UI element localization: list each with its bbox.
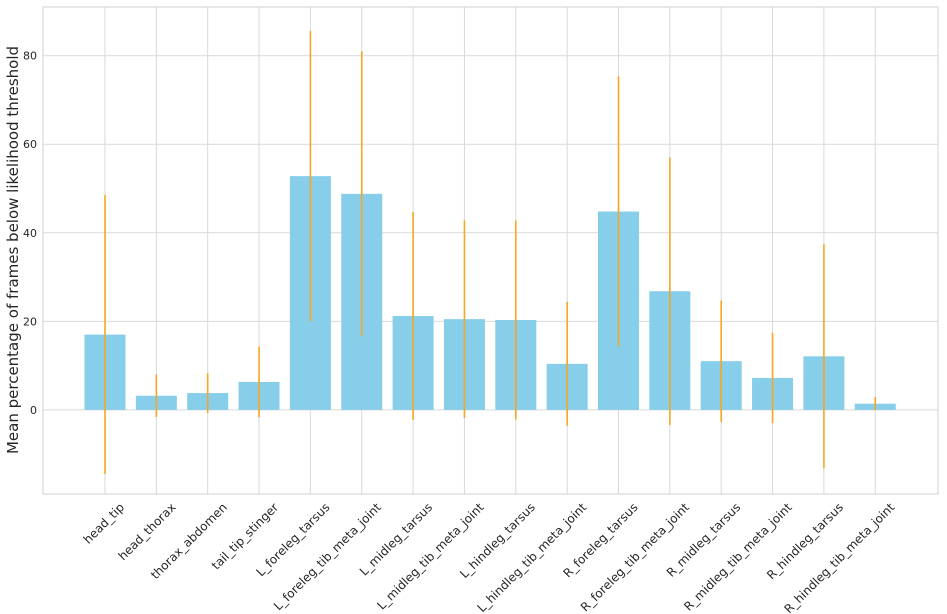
x-tick-label: L_hindleg_tib_meta_joint [475, 500, 590, 614]
y-tick-label: 60 [23, 138, 37, 151]
x-tick-label: L_foreleg_tib_meta_joint [271, 500, 384, 613]
bars-layer [84, 176, 896, 410]
y-tick-label: 20 [23, 315, 37, 328]
x-tick-label: R_midleg_tib_meta_joint [681, 500, 795, 614]
y-tick-label: 0 [30, 404, 37, 417]
y-tick-label: 40 [23, 227, 37, 240]
y-axis-ticks: 0 20 40 60 80 [23, 50, 37, 417]
x-tick-label: L_midleg_tib_meta_joint [374, 500, 486, 612]
error-bars-layer [104, 30, 877, 475]
x-tick-label: head_tip [81, 500, 127, 546]
y-tick-label: 80 [23, 50, 37, 63]
y-axis-label: Mean percentage of frames below likeliho… [4, 46, 22, 454]
x-tick-label: R_foreleg_tib_meta_joint [578, 500, 692, 614]
x-axis-ticks: head_tiphead_thoraxthorax_abdomentail_ti… [81, 500, 898, 614]
plot-frame [42, 6, 939, 495]
grid-layer [43, 7, 938, 494]
